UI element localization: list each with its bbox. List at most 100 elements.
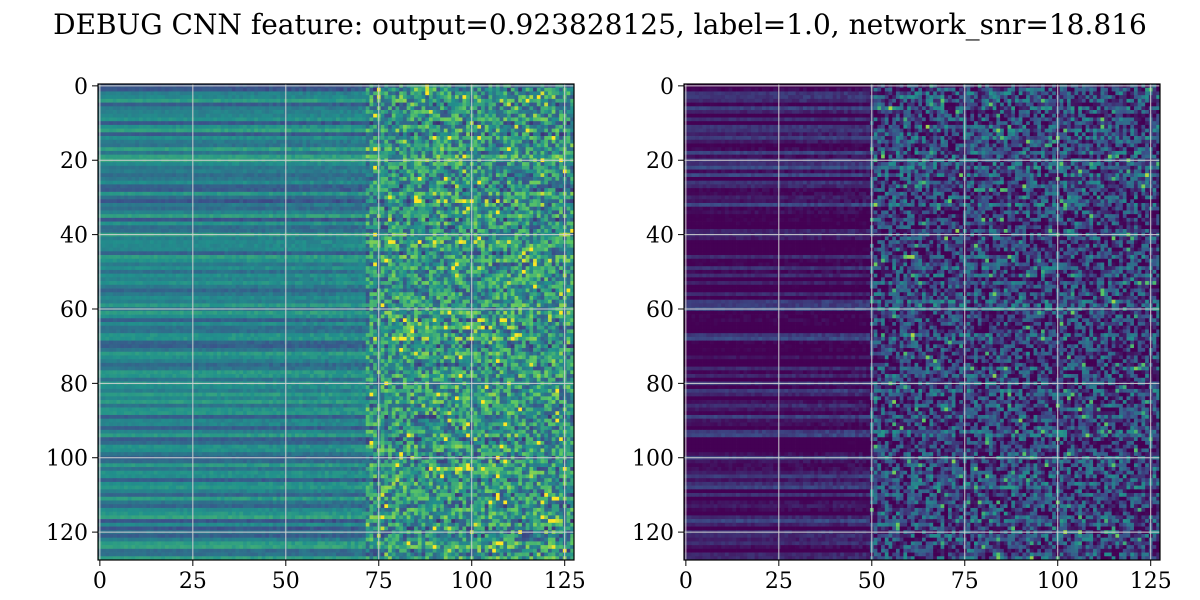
heatmap-cell: [265, 192, 269, 196]
heatmap-cell: [433, 117, 437, 121]
heatmap-cell: [236, 117, 240, 121]
heatmap-cell: [236, 207, 240, 211]
heatmap-cell: [388, 184, 392, 188]
heatmap-cell: [195, 91, 199, 95]
heatmap-cell: [169, 129, 173, 133]
heatmap-cell: [358, 177, 362, 181]
heatmap-cell: [425, 117, 429, 121]
heatmap-cell: [310, 121, 314, 125]
heatmap-cell: [254, 155, 258, 159]
heatmap-cell: [277, 117, 281, 121]
heatmap-cell: [422, 99, 426, 103]
heatmap-cell: [418, 136, 422, 140]
heatmap-cell: [150, 155, 154, 159]
heatmap-cell: [172, 184, 176, 188]
heatmap-cell: [399, 210, 403, 214]
heatmap-cell: [340, 151, 344, 155]
heatmap-cell: [488, 114, 492, 118]
heatmap-cell: [124, 125, 128, 129]
heatmap-cell: [544, 117, 548, 121]
heatmap-cell: [533, 173, 537, 177]
heatmap-cell: [329, 177, 333, 181]
heatmap-cell: [414, 173, 418, 177]
heatmap-cell: [533, 214, 537, 218]
heatmap-cell: [265, 121, 269, 125]
heatmap-cell: [202, 222, 206, 226]
heatmap-cell: [169, 199, 173, 203]
heatmap-cell: [369, 91, 373, 95]
heatmap-cell: [265, 110, 269, 114]
heatmap-cell: [195, 144, 199, 148]
heatmap-cell: [221, 196, 225, 200]
heatmap-cell: [451, 144, 455, 148]
heatmap-cell: [120, 173, 124, 177]
heatmap-cell: [388, 225, 392, 229]
heatmap-cell: [113, 151, 117, 155]
heatmap-cell: [358, 214, 362, 218]
heatmap-cell: [567, 95, 571, 99]
heatmap-cell: [221, 170, 225, 174]
heatmap-cell: [410, 140, 414, 144]
heatmap-cell: [247, 95, 251, 99]
heatmap-cell: [477, 196, 481, 200]
heatmap-cell: [440, 136, 444, 140]
heatmap-cell: [172, 222, 176, 226]
heatmap-cell: [481, 162, 485, 166]
heatmap-cell: [280, 88, 284, 92]
heatmap-cell: [146, 166, 150, 170]
heatmap-cell: [522, 214, 526, 218]
heatmap-cell: [526, 207, 530, 211]
heatmap-cell: [403, 147, 407, 151]
heatmap-cell: [288, 166, 292, 170]
heatmap-cell: [459, 91, 463, 95]
heatmap-cell: [541, 95, 545, 99]
heatmap-cell: [537, 222, 541, 226]
heatmap-cell: [254, 132, 258, 136]
heatmap-cell: [280, 106, 284, 110]
heatmap-cell: [273, 166, 277, 170]
heatmap-cell: [355, 129, 359, 133]
heatmap-cell: [250, 147, 254, 151]
heatmap-cell: [541, 222, 545, 226]
heatmap-cell: [559, 99, 563, 103]
heatmap-cell: [273, 91, 277, 95]
heatmap-cell: [317, 222, 321, 226]
heatmap-cell: [418, 170, 422, 174]
heatmap-cell: [258, 184, 262, 188]
heatmap-cell: [120, 121, 124, 125]
heatmap-cell: [217, 110, 221, 114]
heatmap-cell: [169, 136, 173, 140]
heatmap-cell: [146, 162, 150, 166]
heatmap-cell: [358, 125, 362, 129]
heatmap-cell: [496, 177, 500, 181]
heatmap-cell: [213, 192, 217, 196]
heatmap-cell: [128, 155, 132, 159]
heatmap-cell: [332, 144, 336, 148]
heatmap-cell: [541, 199, 545, 203]
heatmap-cell: [511, 225, 515, 229]
heatmap-cell: [511, 192, 515, 196]
heatmap-cell: [340, 162, 344, 166]
heatmap-cell: [325, 203, 329, 207]
heatmap-cell: [113, 207, 117, 211]
heatmap-cell: [247, 170, 251, 174]
heatmap-cell: [117, 177, 121, 181]
heatmap-cell: [291, 151, 295, 155]
heatmap-cell: [414, 222, 418, 226]
heatmap-cell: [436, 117, 440, 121]
heatmap-cell: [503, 181, 507, 185]
heatmap-cell: [146, 188, 150, 192]
heatmap-cell: [269, 88, 273, 92]
heatmap-cell: [291, 136, 295, 140]
heatmap-cell: [236, 95, 240, 99]
heatmap-cell: [228, 166, 232, 170]
heatmap-cell: [303, 162, 307, 166]
heatmap-cell: [507, 199, 511, 203]
heatmap-cell: [507, 207, 511, 211]
heatmap-cell: [176, 125, 180, 129]
heatmap-cell: [321, 162, 325, 166]
heatmap-cell: [210, 103, 214, 107]
heatmap-cell: [340, 173, 344, 177]
heatmap-cell: [146, 147, 150, 151]
heatmap-cell: [221, 144, 225, 148]
